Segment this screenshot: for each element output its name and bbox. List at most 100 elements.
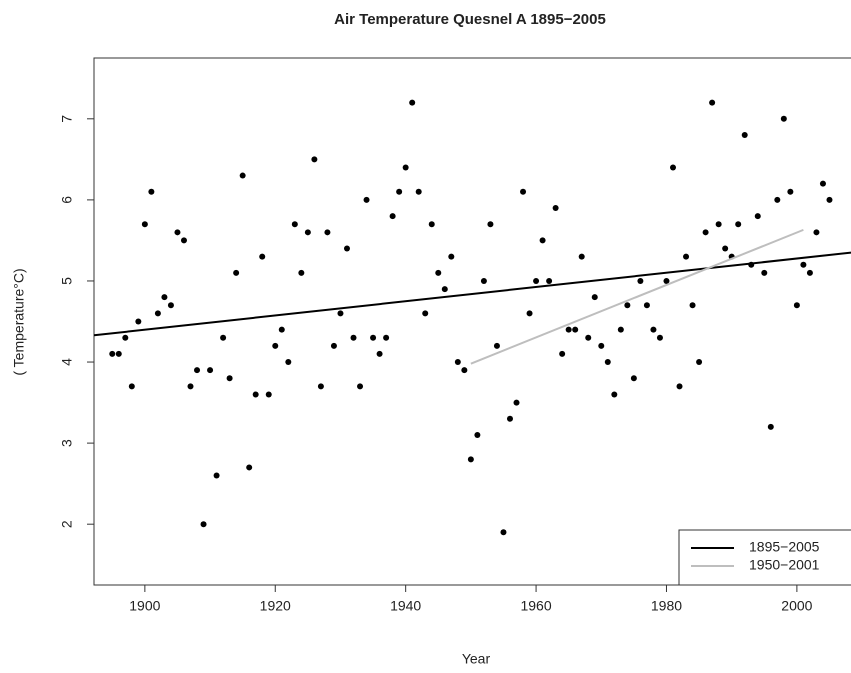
y-tick-label: 4 <box>59 358 75 366</box>
y-tick-label: 2 <box>59 520 75 528</box>
point <box>448 253 455 260</box>
x-tick-label: 1960 <box>520 598 551 614</box>
point <box>819 180 826 187</box>
legend-label: 1895−2005 <box>749 539 820 555</box>
legend-label: 1950−2001 <box>749 557 820 573</box>
point <box>396 188 403 195</box>
point <box>285 359 292 366</box>
point <box>702 229 709 236</box>
point <box>115 350 122 357</box>
point <box>363 196 370 203</box>
point <box>317 383 324 390</box>
point <box>696 359 703 366</box>
point <box>617 326 624 333</box>
chart-title: Air Temperature Quesnel A 1895−2005 <box>334 11 606 28</box>
point <box>767 423 774 430</box>
point <box>180 237 187 244</box>
point <box>683 253 690 260</box>
point <box>122 334 129 341</box>
point <box>774 196 781 203</box>
point <box>291 221 298 228</box>
point <box>800 261 807 268</box>
point <box>585 334 592 341</box>
point <box>428 221 435 228</box>
point <box>611 391 618 398</box>
y-axis-label: ( Temperature°C) <box>11 268 27 375</box>
point <box>591 294 598 301</box>
point <box>415 188 422 195</box>
x-tick-label: 1920 <box>260 598 291 614</box>
point <box>630 375 637 382</box>
point <box>578 253 585 260</box>
point <box>780 115 787 122</box>
point <box>467 456 474 463</box>
point <box>500 529 507 536</box>
point <box>207 367 214 374</box>
point <box>650 326 657 333</box>
point <box>513 399 520 406</box>
y-tick-label: 5 <box>59 277 75 285</box>
point <box>246 464 253 471</box>
point <box>141 221 148 228</box>
plot-frame <box>93 57 851 586</box>
plot-layer <box>94 99 851 536</box>
point <box>787 188 794 195</box>
point <box>148 188 155 195</box>
point <box>161 294 168 301</box>
point <box>709 99 716 106</box>
point <box>806 269 813 276</box>
point <box>422 310 429 317</box>
point <box>526 310 533 317</box>
point <box>826 196 833 203</box>
point <box>187 383 194 390</box>
point <box>350 334 357 341</box>
point <box>487 221 494 228</box>
point <box>643 302 650 309</box>
point <box>252 391 259 398</box>
point <box>813 229 820 236</box>
y-tick-label: 7 <box>59 115 75 123</box>
x-axis-label: Year <box>462 651 491 667</box>
point <box>480 277 487 284</box>
point <box>389 213 396 220</box>
point <box>637 277 644 284</box>
trend-line <box>94 251 851 337</box>
point <box>676 383 683 390</box>
point <box>233 269 240 276</box>
legend-box <box>678 529 851 586</box>
point <box>298 269 305 276</box>
point <box>343 245 350 252</box>
point <box>493 342 500 349</box>
point <box>304 229 311 236</box>
point <box>552 204 559 211</box>
point <box>213 472 220 479</box>
point <box>174 229 181 236</box>
point <box>624 302 631 309</box>
point <box>741 132 748 139</box>
point <box>474 432 481 439</box>
point <box>754 213 761 220</box>
point <box>793 302 800 309</box>
point <box>370 334 377 341</box>
point <box>311 156 318 163</box>
point <box>154 310 161 317</box>
point <box>383 334 390 341</box>
point <box>689 302 696 309</box>
x-tick-label: 1900 <box>129 598 160 614</box>
point <box>357 383 364 390</box>
point <box>441 286 448 293</box>
trend-line <box>470 228 804 365</box>
point <box>722 245 729 252</box>
point <box>409 99 416 106</box>
point <box>226 375 233 382</box>
point <box>200 521 207 528</box>
x-tick-label: 1980 <box>651 598 682 614</box>
point <box>454 359 461 366</box>
y-tick-label: 3 <box>59 439 75 447</box>
point <box>735 221 742 228</box>
point <box>669 164 676 171</box>
point <box>239 172 246 179</box>
point <box>194 367 201 374</box>
point <box>565 326 572 333</box>
